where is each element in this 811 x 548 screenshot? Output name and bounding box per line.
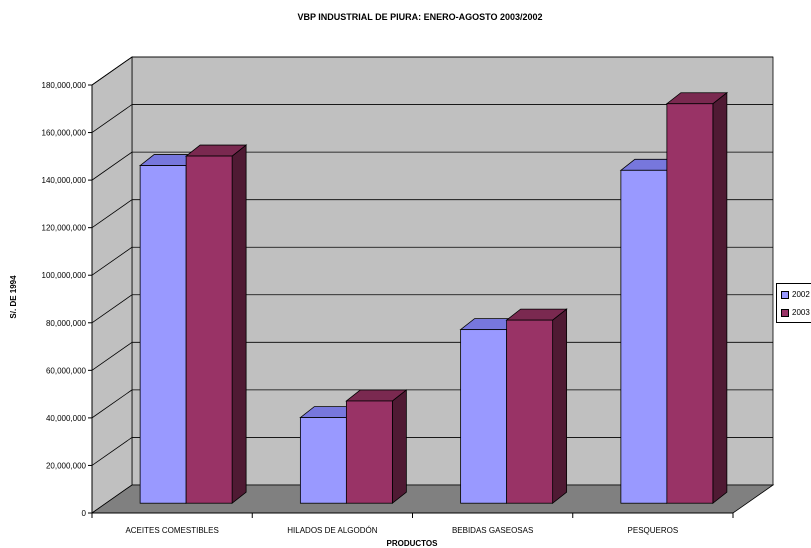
legend-label-2003: 2003 <box>792 308 810 317</box>
x-tick-label: ACEITES COMESTIBLES <box>125 526 218 535</box>
y-tick-label: 160,000,000 <box>42 129 87 138</box>
bar-front <box>666 103 714 504</box>
legend-label-2002: 2002 <box>792 290 810 299</box>
y-tick-label: 120,000,000 <box>42 224 87 233</box>
legend-item-2002: 2002 <box>781 290 810 299</box>
y-tick-label: 40,000,000 <box>46 414 87 423</box>
bar-front <box>299 417 347 504</box>
legend-item-2003: 2003 <box>781 308 810 317</box>
side-wall <box>91 56 133 514</box>
chart-walls <box>90 56 775 514</box>
x-tick-label: BEBIDAS GASEOSAS <box>452 526 533 535</box>
bar-front <box>185 155 233 504</box>
y-axis-title: S/. DE 1994 <box>9 275 18 319</box>
bar-front <box>345 400 393 504</box>
y-tick-label: 140,000,000 <box>42 176 87 185</box>
chart-title: VBP INDUSTRIAL DE PIURA: ENERO-AGOSTO 20… <box>297 12 542 22</box>
x-tick-label: HILADOS DE ALGODÓN <box>287 526 377 535</box>
bar-side <box>391 389 407 505</box>
gridline-side <box>91 246 133 276</box>
bar-front <box>139 165 187 504</box>
bar-2003-3 <box>665 91 729 505</box>
y-tick-label: 20,000,000 <box>46 461 87 470</box>
bar-2003-0 <box>184 144 248 505</box>
bar-side <box>712 91 728 505</box>
x-tick-label: PESQUEROS <box>628 526 679 535</box>
x-axis: ACEITES COMESTIBLES HILADOS DE ALGODÓN BEB… <box>91 512 734 535</box>
bar-side <box>231 144 247 505</box>
gridline-side <box>91 104 133 133</box>
y-tick-label: 180,000,000 <box>42 81 87 90</box>
bar-2003-2 <box>505 308 568 505</box>
bar-front <box>620 169 668 504</box>
bar-2003-1 <box>345 389 408 505</box>
gridline-side <box>91 199 133 228</box>
bar-front <box>506 319 554 504</box>
bar-side <box>552 308 568 505</box>
gridline-side <box>91 389 133 419</box>
gridline-side <box>91 437 133 466</box>
y-tick-label: 60,000,000 <box>46 366 87 375</box>
y-tick-label: 80,000,000 <box>46 319 87 328</box>
gridline-side <box>91 56 133 86</box>
legend: 2002 2003 <box>776 283 811 323</box>
gridline-side <box>91 151 133 181</box>
gridline-side <box>91 294 133 324</box>
y-tick-label: 0 <box>82 509 87 518</box>
gridline-side <box>91 342 133 371</box>
bars <box>138 91 729 505</box>
x-axis-title: PRODUCTOS <box>387 539 439 548</box>
legend-swatch-2003 <box>781 308 789 317</box>
y-tick-label: 100,000,000 <box>42 271 87 280</box>
y-axis: 0 20,000,000 40,000,000 60,000,000 80,000,00… <box>42 81 93 518</box>
legend-swatch-2002 <box>781 290 789 299</box>
bar-front <box>460 329 508 504</box>
